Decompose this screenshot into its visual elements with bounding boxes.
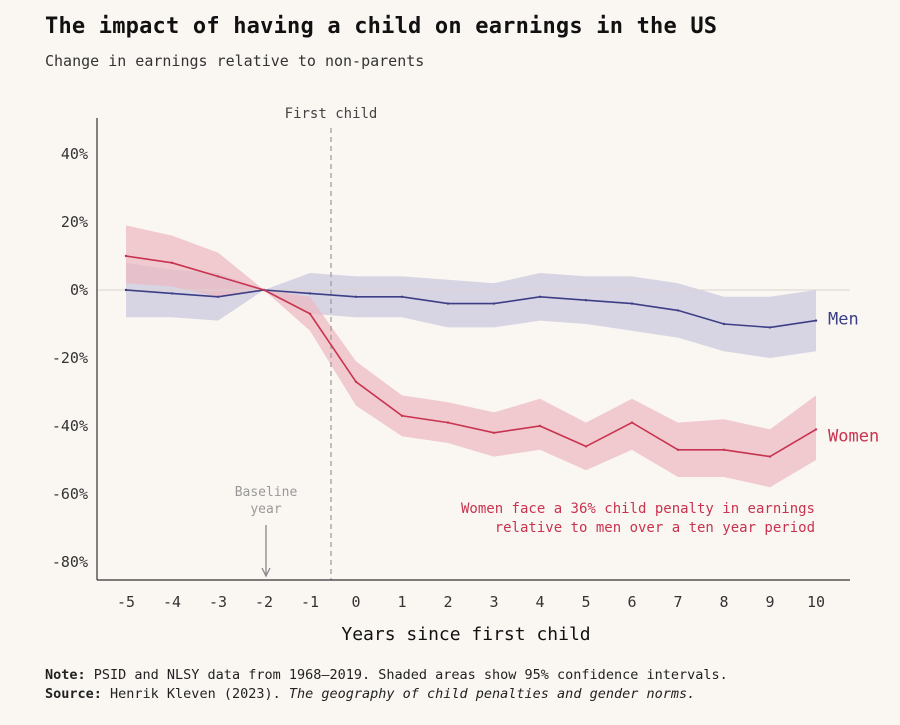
data-point-women xyxy=(584,445,588,448)
data-point-women xyxy=(768,455,772,458)
x-tick-label: 7 xyxy=(673,593,682,611)
x-tick-label: 2 xyxy=(443,593,452,611)
data-point-men xyxy=(584,299,588,302)
x-tick-label: 5 xyxy=(581,593,590,611)
y-tick-label: 40% xyxy=(61,145,88,163)
y-tick-label: -80% xyxy=(52,553,88,571)
x-tick-label: -1 xyxy=(301,593,319,611)
x-tick-label: -3 xyxy=(209,593,227,611)
footer-note: Note: PSID and NLSY data from 1968–2019.… xyxy=(45,667,728,683)
x-tick-label: 1 xyxy=(397,593,406,611)
data-point-women xyxy=(170,261,174,264)
x-tick-label: -2 xyxy=(255,593,273,611)
data-point-women xyxy=(216,275,220,278)
y-tick-label: 0% xyxy=(70,281,88,299)
x-tick-label: 9 xyxy=(765,593,774,611)
series-line-women xyxy=(125,255,817,458)
source-title: The geography of child penalties and gen… xyxy=(288,686,696,702)
data-point-women xyxy=(492,431,496,434)
data-point-women xyxy=(630,421,634,424)
footer-source: Source: Henrik Kleven (2023). The geogra… xyxy=(45,686,695,702)
confidence-band-women xyxy=(126,225,816,488)
data-point-men xyxy=(538,295,542,298)
data-point-men xyxy=(308,292,312,295)
data-point-women xyxy=(124,254,128,258)
data-point-men xyxy=(814,319,818,322)
data-point-women xyxy=(722,448,726,451)
data-point-men xyxy=(124,288,128,292)
data-point-men xyxy=(170,292,174,295)
note-text: PSID and NLSY data from 1968–2019. Shade… xyxy=(85,667,728,683)
x-axis-title: Years since first child xyxy=(341,624,590,645)
x-tick-label: 8 xyxy=(719,593,728,611)
data-point-men xyxy=(722,322,726,326)
source-label: Source: xyxy=(45,686,102,702)
baseline-annotation-line1: Baseline xyxy=(235,485,298,500)
first-child-label: First child xyxy=(285,106,378,122)
penalty-annotation-line2: relative to men over a ten year period xyxy=(495,520,815,536)
data-point-women xyxy=(400,414,404,417)
x-tick-label: 3 xyxy=(489,593,498,611)
baseline-arrowhead-icon xyxy=(261,567,271,578)
data-point-men xyxy=(446,302,450,305)
x-tick-label: -4 xyxy=(163,593,181,611)
x-tick-label: 10 xyxy=(807,593,825,611)
data-point-women xyxy=(308,312,312,315)
note-label: Note: xyxy=(45,667,86,683)
data-point-women xyxy=(814,428,818,431)
baseline-annotation-line2: year xyxy=(250,502,281,517)
data-point-men xyxy=(630,302,634,305)
source-text: Henrik Kleven (2023). xyxy=(101,686,289,702)
y-tick-label: 20% xyxy=(61,213,88,231)
data-point-women xyxy=(538,424,542,428)
x-tick-label: 4 xyxy=(535,593,544,611)
chart-subtitle: Change in earnings relative to non-paren… xyxy=(45,52,425,70)
series-label-men: Men xyxy=(828,310,859,330)
data-point-women xyxy=(676,448,680,451)
data-point-men xyxy=(492,302,496,305)
confidence-band-men xyxy=(126,262,816,358)
chart-title: The impact of having a child on earnings… xyxy=(45,14,718,39)
data-point-men xyxy=(216,295,220,298)
y-tick-label: -60% xyxy=(52,485,88,503)
series-line-men xyxy=(125,289,817,329)
data-point-men xyxy=(676,309,680,312)
y-tick-label: -40% xyxy=(52,417,88,435)
x-tick-label: -5 xyxy=(117,593,135,611)
y-tick-label: -20% xyxy=(52,349,88,367)
data-point-women xyxy=(354,380,358,383)
data-point-men xyxy=(354,295,358,298)
x-tick-label: 0 xyxy=(351,593,360,611)
series-label-women: Women xyxy=(828,426,879,446)
data-point-women xyxy=(262,288,266,292)
penalty-annotation-line1: Women face a 36% child penalty in earnin… xyxy=(461,501,815,517)
data-point-men xyxy=(768,326,772,329)
x-tick-label: 6 xyxy=(627,593,636,611)
data-point-women xyxy=(446,421,450,424)
data-point-men xyxy=(400,295,404,298)
